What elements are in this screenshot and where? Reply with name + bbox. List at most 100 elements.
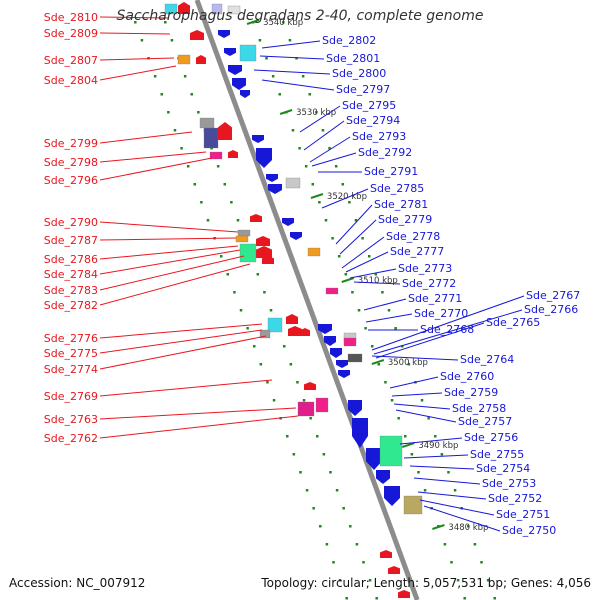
scale-tick	[371, 359, 385, 365]
tick-mark	[344, 273, 348, 276]
gene-label-sde-2799: Sde_2799	[44, 137, 98, 150]
leader-line-forward	[99, 323, 263, 339]
gene-label-sde-2766: Sde_2766	[524, 303, 578, 316]
tick-mark	[332, 561, 335, 564]
gene-label-sde-2787: Sde_2787	[44, 234, 98, 247]
scale-tick	[310, 193, 324, 199]
leader-line-reverse	[417, 491, 487, 500]
leader-line-forward	[99, 329, 263, 354]
reverse-gene-arrow	[348, 400, 362, 416]
gene-label-sde-2779: Sde_2779	[378, 213, 432, 226]
leader-line-reverse	[371, 355, 459, 361]
tick-mark	[170, 39, 174, 42]
tick-mark	[311, 183, 315, 186]
tick-mark	[362, 561, 365, 564]
tick-mark	[467, 525, 470, 528]
tick-mark	[315, 111, 318, 114]
leader-line-reverse	[409, 465, 475, 470]
gene-box	[239, 44, 257, 62]
gene-box	[164, 3, 178, 15]
gene-label-sde-2792: Sde_2792	[358, 146, 412, 159]
tick-mark	[304, 165, 308, 168]
tick-mark	[183, 75, 187, 78]
reverse-gene-arrow	[282, 218, 294, 226]
tick-mark	[282, 21, 285, 24]
tick-mark	[288, 39, 292, 42]
tick-mark	[370, 345, 374, 348]
forward-gene-arrow	[398, 590, 410, 598]
gene-box	[259, 329, 271, 339]
tick-mark	[186, 165, 190, 168]
leader-line-forward	[99, 335, 267, 370]
tick-mark	[206, 219, 210, 222]
tick-mark	[200, 201, 203, 204]
reverse-gene-arrow	[224, 48, 236, 56]
tick-mark	[296, 381, 299, 384]
gene-label-sde-2767: Sde_2767	[526, 289, 580, 302]
forward-gene-arrow	[196, 55, 206, 64]
tick-mark	[375, 597, 378, 600]
tick-mark	[453, 489, 457, 492]
gene-label-sde-2800: Sde_2800	[332, 67, 386, 80]
gene-box	[235, 235, 249, 243]
reverse-gene-arrow	[330, 348, 342, 358]
map-title: Saccharophagus degradans 2-40, complete …	[116, 8, 484, 24]
tick-mark	[434, 435, 437, 438]
tick-mark	[480, 561, 483, 564]
leader-line-forward	[99, 415, 299, 439]
gene-label-sde-2795: Sde_2795	[342, 99, 396, 112]
gene-label-sde-2784: Sde_2784	[44, 268, 98, 281]
leader-line-reverse	[393, 403, 451, 410]
gene-label-sde-2762: Sde_2762	[44, 432, 98, 445]
tick-mark	[318, 201, 321, 204]
tick-mark	[308, 93, 311, 96]
scale-tick-label: 3500 kbp	[388, 358, 428, 368]
tick-mark	[298, 147, 301, 150]
gene-label-sde-2755: Sde_2755	[470, 448, 524, 461]
gene-box	[211, 3, 223, 15]
tick-mark	[334, 165, 338, 168]
tick-mark	[173, 129, 177, 132]
gene-label-sde-2804: Sde_2804	[44, 74, 98, 87]
scale-tick-label: 3530 kbp	[296, 108, 336, 118]
tick-mark	[417, 471, 420, 474]
gene-label-sde-2781: Sde_2781	[374, 198, 428, 211]
gene-label-sde-2764: Sde_2764	[460, 353, 514, 366]
reverse-gene-arrow	[266, 174, 278, 182]
forward-gene-arrow	[380, 550, 392, 558]
tick-mark	[342, 507, 345, 510]
reverse-gene-arrow	[290, 232, 302, 240]
leader-line-reverse	[311, 152, 357, 167]
scale-ticks: 3540 kbp 3530 kbp 3520 kbp 3510 kbp 3500 kbp…	[134, 18, 496, 600]
tick-mark	[335, 489, 339, 492]
gene-label-sde-2769: Sde_2769	[44, 390, 98, 403]
tick-mark	[301, 75, 305, 78]
leader-line-reverse	[413, 477, 481, 485]
gene-label-sde-2765: Sde_2765	[486, 316, 540, 329]
gene-box	[379, 435, 403, 467]
tick-mark	[153, 75, 157, 78]
tick-mark	[321, 129, 325, 132]
accession-label: Accession: NC_007912	[9, 576, 146, 590]
tick-mark	[394, 327, 397, 330]
leader-line-forward	[99, 65, 177, 81]
tick-mark	[427, 417, 430, 420]
reverse-gene-arrow	[232, 78, 246, 90]
gene-box	[199, 117, 215, 129]
reverse-gene-arrow	[352, 418, 368, 448]
gene-label-sde-2807: Sde_2807	[44, 54, 98, 67]
gene-label-sde-2782: Sde_2782	[44, 299, 98, 312]
gene-box	[403, 495, 423, 515]
gene-label-sde-2768: Sde_2768	[420, 323, 474, 336]
tick-mark	[271, 75, 275, 78]
tick-mark	[134, 21, 137, 24]
gene-label-sde-2775: Sde_2775	[44, 347, 98, 360]
tick-mark	[354, 219, 358, 222]
tick-mark	[258, 39, 262, 42]
tick-mark	[324, 219, 328, 222]
leader-line-reverse	[371, 295, 525, 351]
tick-mark	[167, 111, 170, 114]
tick-mark	[364, 327, 367, 330]
leader-line-reverse	[353, 281, 401, 285]
